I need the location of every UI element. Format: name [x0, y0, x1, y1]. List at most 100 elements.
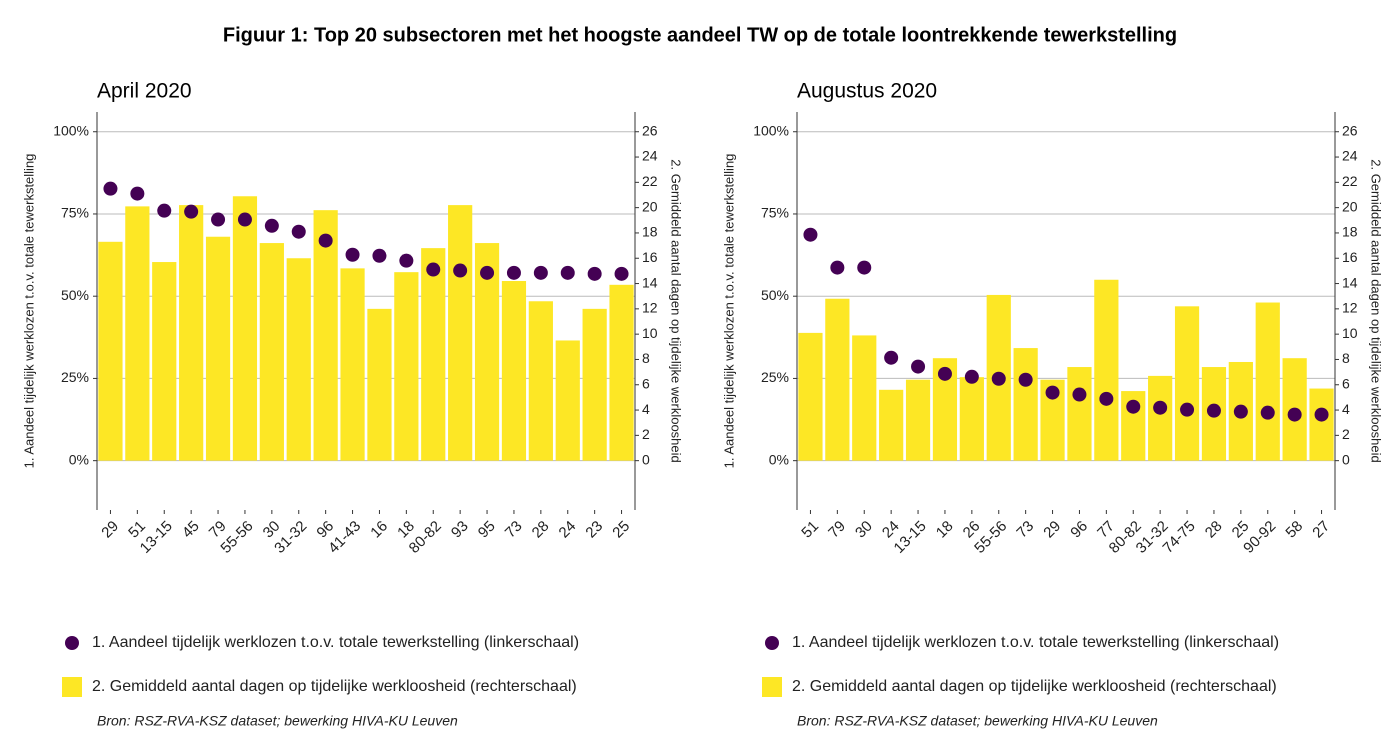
- x-tick-label: 27: [1309, 518, 1333, 542]
- dot: [533, 265, 548, 280]
- dot: [426, 262, 441, 277]
- x-tick-label: 73: [502, 518, 526, 542]
- bar: [1148, 375, 1173, 461]
- dot: [1099, 391, 1114, 406]
- legend-label: 1. Aandeel tijdelijk werklozen t.o.v. to…: [792, 634, 1279, 651]
- x-tick-label: 28: [529, 518, 553, 542]
- dot: [964, 369, 979, 384]
- source-note: Bron: RSZ-RVA-KSZ dataset; bewerking HIV…: [797, 713, 1158, 729]
- x-tick-label: 96: [1067, 518, 1091, 542]
- bar: [340, 268, 365, 461]
- y-tick-label: 75%: [61, 205, 89, 221]
- dot: [372, 248, 387, 263]
- y2-tick-label: 24: [642, 148, 658, 164]
- bar: [528, 301, 553, 461]
- dot: [1287, 407, 1302, 422]
- bar: [959, 377, 984, 461]
- x-tick-label: 45: [179, 518, 203, 542]
- y2-tick-label: 4: [1342, 401, 1350, 417]
- y2-tick-label: 8: [642, 350, 650, 366]
- legend-swatch: [765, 636, 779, 650]
- x-tick-label: 30: [852, 518, 876, 542]
- y2-tick-label: 16: [1342, 249, 1358, 265]
- x-tick-label: 28: [1202, 518, 1226, 542]
- dot: [1260, 405, 1275, 420]
- dot: [911, 359, 926, 374]
- bar: [1255, 302, 1280, 461]
- x-tick-label: 16: [367, 518, 391, 542]
- bar: [501, 281, 527, 461]
- dot: [857, 260, 872, 275]
- y2-axis-label: 2. Gemiddeld aantal dagen op tijdelijke …: [1369, 159, 1384, 463]
- x-tick-label: 95: [475, 518, 499, 542]
- dot: [1206, 403, 1221, 418]
- y-tick-label: 100%: [53, 122, 89, 138]
- y-tick-label: 25%: [61, 369, 89, 385]
- dot: [1018, 372, 1033, 387]
- bar: [125, 206, 150, 461]
- bar: [582, 308, 607, 461]
- dot: [1314, 407, 1329, 422]
- bar: [179, 205, 204, 461]
- dot: [211, 212, 226, 227]
- y2-tick-label: 0: [1342, 451, 1350, 467]
- bar: [394, 272, 419, 461]
- dot: [1153, 400, 1168, 415]
- dot: [480, 265, 495, 280]
- y-tick-label: 50%: [61, 287, 89, 303]
- dot: [587, 266, 602, 281]
- dot: [345, 247, 360, 262]
- bar: [825, 298, 850, 461]
- bar: [852, 335, 877, 461]
- y-axis-label: 1. Aandeel tijdelijk werklozen t.o.v. to…: [21, 154, 36, 469]
- bar: [555, 340, 580, 461]
- x-tick-label: 25: [609, 518, 633, 542]
- bar: [313, 210, 338, 461]
- y2-tick-label: 2: [642, 426, 650, 442]
- y2-tick-label: 4: [642, 401, 650, 417]
- panel-title: Augustus 2020: [797, 80, 937, 103]
- source-note: Bron: RSZ-RVA-KSZ dataset; bewerking HIV…: [97, 713, 458, 729]
- figure-title: Figuur 1: Top 20 subsectoren met het hoo…: [223, 24, 1177, 46]
- dot: [318, 233, 333, 248]
- dot: [237, 212, 252, 227]
- bar: [1174, 306, 1200, 461]
- bar: [448, 205, 473, 461]
- bar: [286, 258, 311, 461]
- bar: [232, 196, 258, 461]
- dot: [103, 181, 118, 196]
- dot: [291, 224, 306, 239]
- legend-label: 2. Gemiddeld aantal dagen op tijdelijke …: [92, 678, 577, 695]
- bar: [367, 308, 392, 461]
- x-tick-label: 24: [556, 518, 580, 542]
- bar: [1067, 367, 1092, 461]
- bar: [421, 248, 446, 461]
- legend-label: 2. Gemiddeld aantal dagen op tijdelijke …: [792, 678, 1277, 695]
- dot: [991, 371, 1006, 386]
- y-tick-label: 50%: [761, 287, 789, 303]
- legend-label: 1. Aandeel tijdelijk werklozen t.o.v. to…: [92, 634, 579, 651]
- bar: [798, 332, 823, 461]
- bar: [259, 243, 284, 461]
- y2-tick-label: 16: [642, 249, 658, 265]
- y2-tick-label: 20: [642, 198, 658, 214]
- dot: [453, 263, 468, 278]
- y-tick-label: 0%: [769, 451, 789, 467]
- dot: [830, 260, 845, 275]
- y2-tick-label: 10: [1342, 325, 1358, 341]
- dot: [399, 253, 414, 268]
- y2-tick-label: 12: [1342, 300, 1358, 316]
- dot: [803, 227, 818, 242]
- dot: [506, 265, 521, 280]
- legend-swatch: [762, 677, 782, 697]
- dot: [1045, 385, 1060, 400]
- y2-tick-label: 22: [1342, 173, 1358, 189]
- y-tick-label: 25%: [761, 369, 789, 385]
- y2-tick-label: 14: [1342, 274, 1358, 290]
- y2-tick-label: 6: [642, 375, 650, 391]
- x-tick-label: 23: [582, 518, 606, 542]
- dot: [1180, 402, 1195, 417]
- dot: [614, 266, 629, 281]
- y-tick-label: 100%: [753, 122, 789, 138]
